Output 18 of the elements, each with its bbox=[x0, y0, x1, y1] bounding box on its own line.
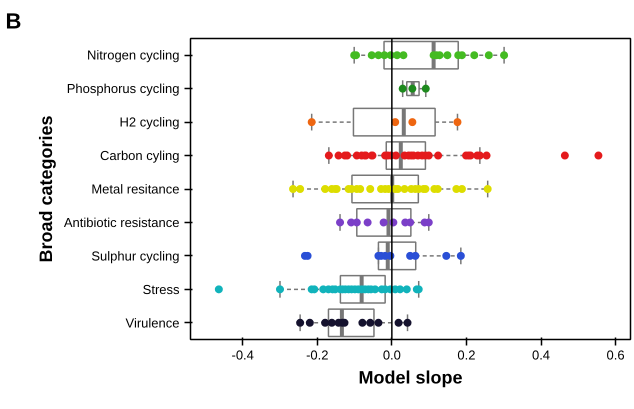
text: B bbox=[6, 8, 22, 34]
y-tick-label: Phosphorus cycling bbox=[66, 81, 180, 96]
y-tick-label: Metal resitance bbox=[91, 182, 180, 196]
y-tick-label: Virulence bbox=[126, 315, 180, 330]
y-tick-label: H2 cycling bbox=[120, 114, 180, 130]
y-tick-label: Nitrogen cycling bbox=[87, 48, 180, 63]
x-tick-label: 0.4 bbox=[532, 348, 550, 362]
x-axis-title: Model slope bbox=[358, 368, 463, 388]
x-tick-label: 0.2 bbox=[457, 348, 476, 362]
y-axis-title: Broad categories bbox=[36, 115, 56, 263]
y-tick-label: Carbon cyling bbox=[100, 148, 180, 164]
x-tick-label: 0.6 bbox=[606, 348, 625, 362]
x-tick-label: 0.0 bbox=[382, 348, 401, 362]
y-tick-label: Sulphur cycling bbox=[91, 248, 180, 264]
x-tick-label: -0.2 bbox=[306, 348, 328, 362]
y-tick-label: Stress bbox=[142, 282, 180, 297]
x-tick-label: -0.4 bbox=[232, 348, 254, 362]
y-tick-label: Antibiotic resistance bbox=[64, 214, 180, 230]
